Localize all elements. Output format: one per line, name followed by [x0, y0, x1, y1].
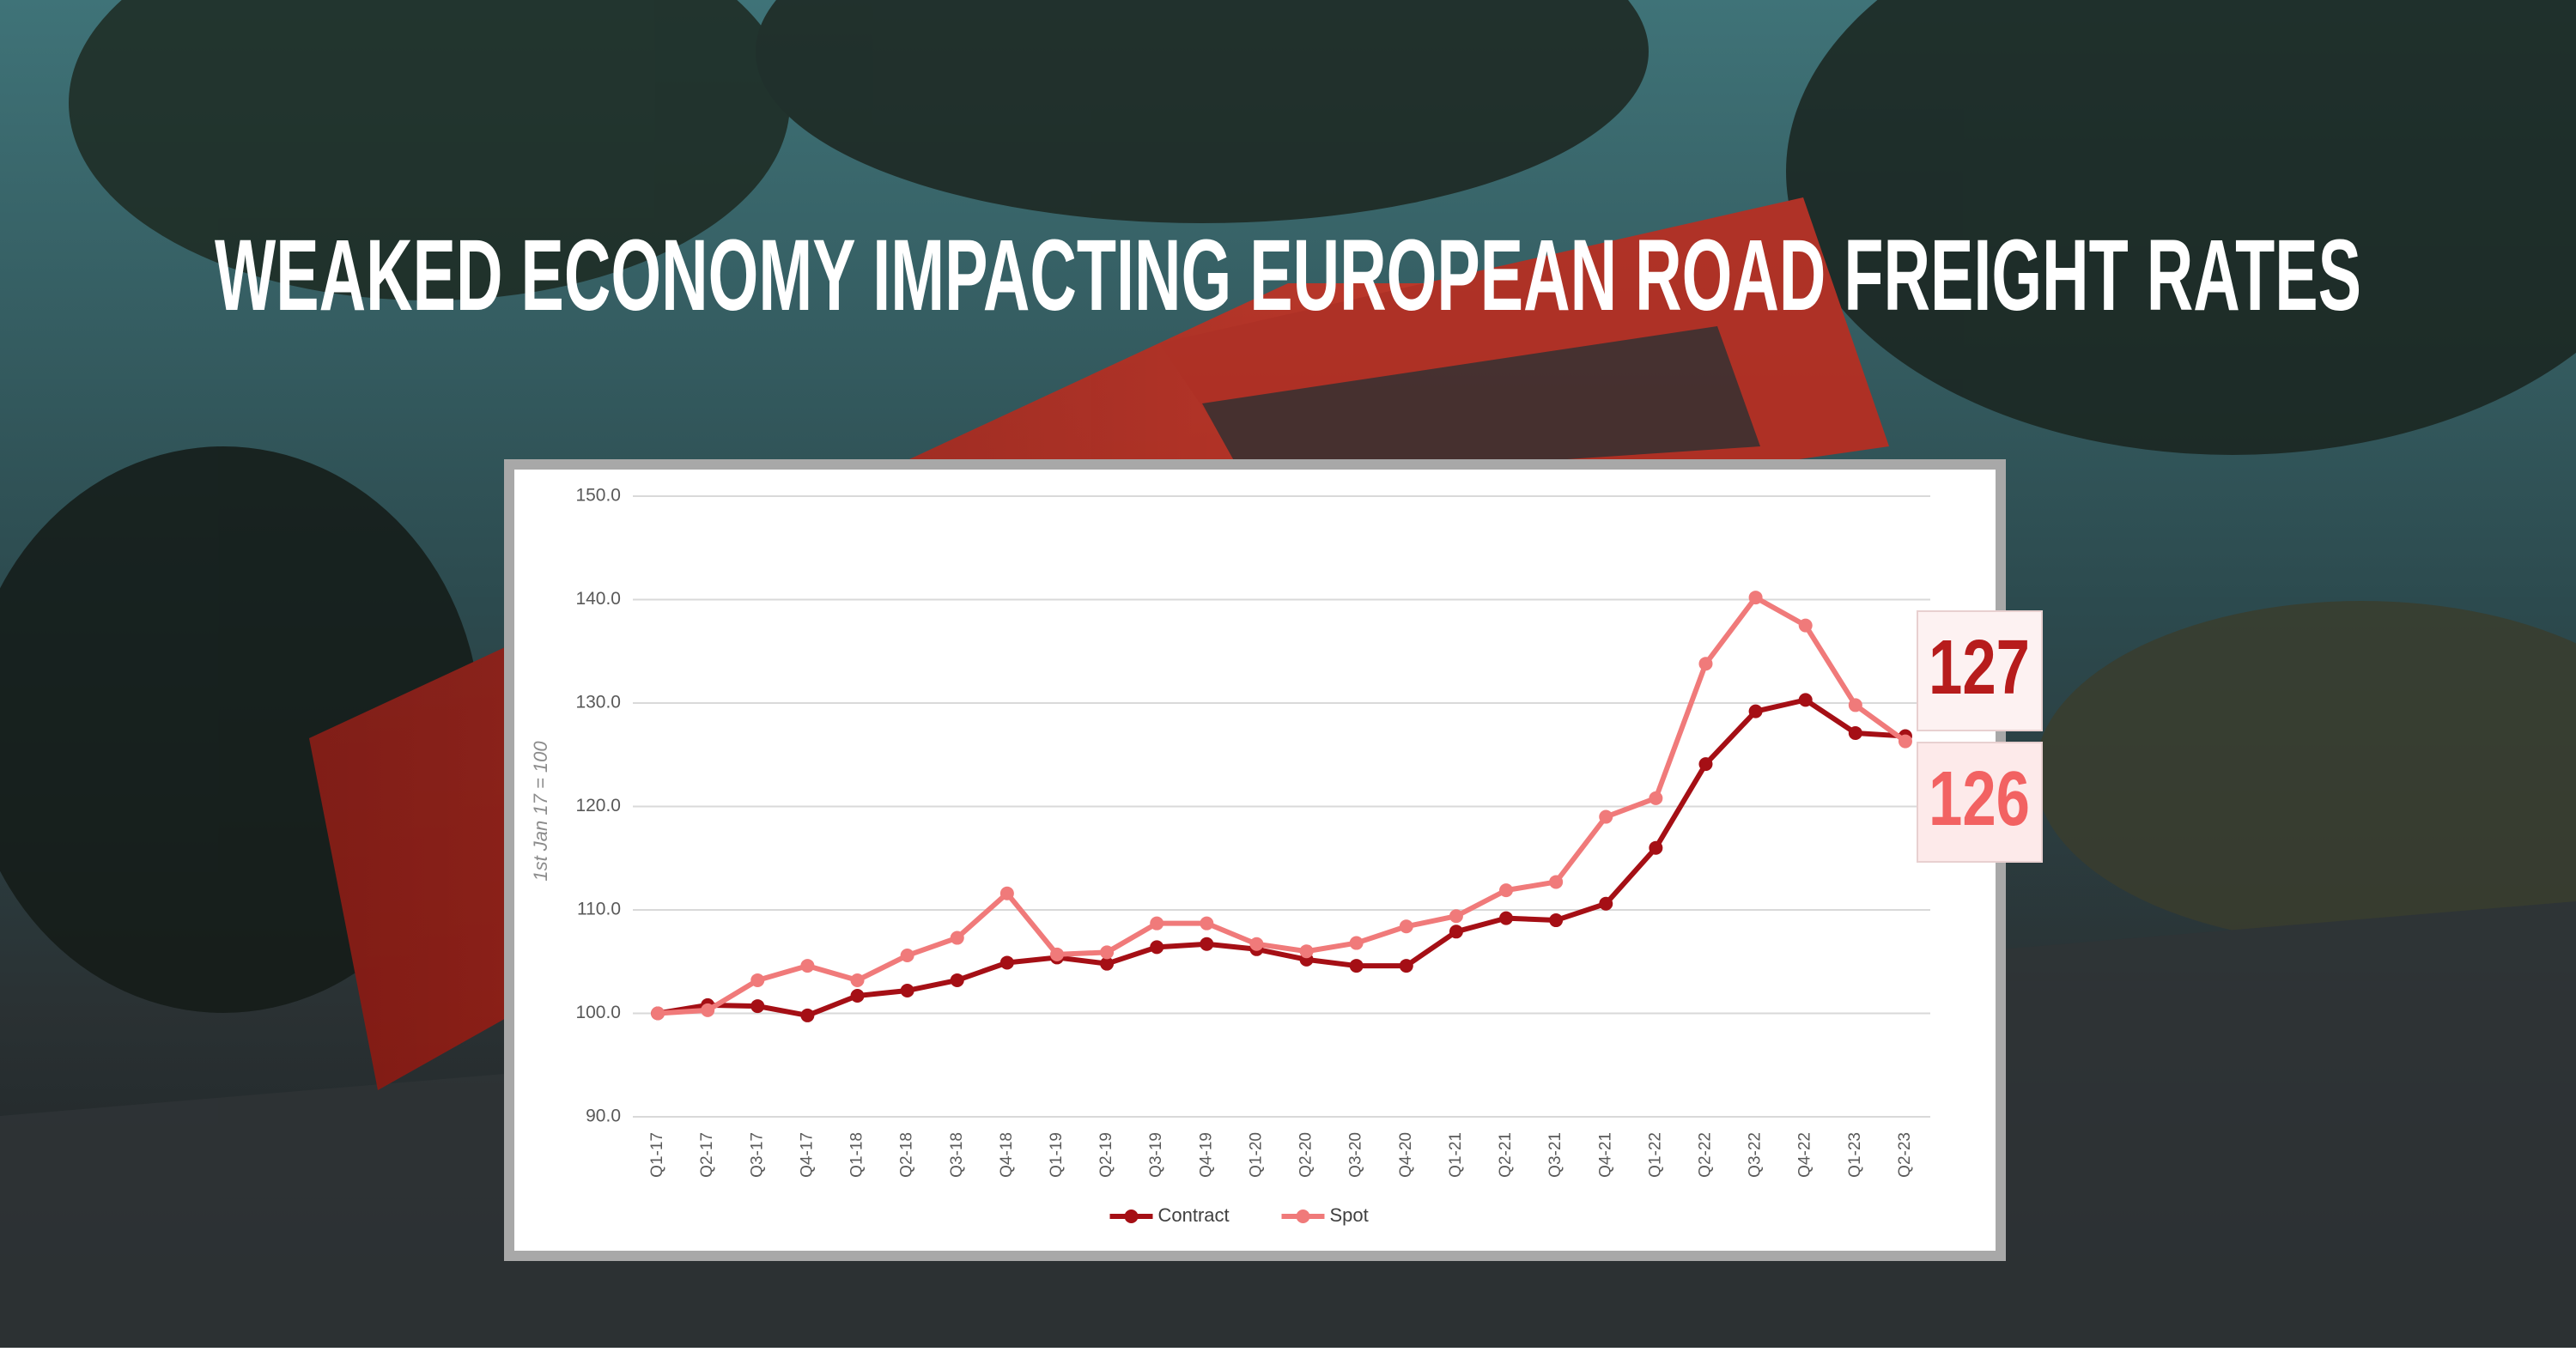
series-line — [657, 697, 1906, 1018]
point — [950, 931, 964, 945]
point — [800, 959, 815, 973]
point — [1549, 875, 1564, 889]
y-tick-label: 130.0 — [575, 693, 621, 712]
point — [1698, 657, 1713, 671]
point — [750, 973, 765, 987]
series-line — [657, 595, 1907, 1016]
point — [1100, 945, 1115, 960]
x-tick-label: Q1-23 — [1846, 1132, 1864, 1178]
x-tick-label: Q1-19 — [1048, 1132, 1066, 1178]
point — [1499, 911, 1514, 925]
x-tick-label: Q4-17 — [798, 1132, 816, 1178]
y-tick-label: 110.0 — [577, 900, 621, 919]
point — [1100, 956, 1115, 971]
point — [1399, 959, 1413, 973]
legend-marker — [1124, 1210, 1139, 1223]
point — [1848, 725, 1862, 740]
callout-box — [1917, 610, 2043, 731]
x-tick-label: Q4-22 — [1796, 1132, 1814, 1178]
x-tick-label: Q3-17 — [748, 1132, 766, 1178]
x-tick-label: Q4-18 — [998, 1132, 1016, 1178]
point — [850, 973, 865, 987]
point — [1200, 916, 1214, 931]
callout-value: 127 — [1929, 625, 2030, 711]
x-tick-label: Q1-21 — [1447, 1132, 1465, 1178]
x-tick-label: Q2-19 — [1097, 1132, 1115, 1178]
x-tick-label: Q2-18 — [898, 1132, 916, 1178]
y-tick-label: 120.0 — [575, 796, 621, 815]
point — [1349, 959, 1364, 973]
point — [1848, 698, 1862, 712]
point — [1299, 944, 1314, 959]
point — [701, 1003, 715, 1017]
x-tick-label: Q2-22 — [1696, 1132, 1714, 1178]
point — [1898, 734, 1912, 749]
callout-value: 126 — [1929, 756, 2030, 842]
x-tick-label: Q1-18 — [848, 1132, 866, 1178]
point — [1599, 809, 1613, 824]
point — [1499, 883, 1514, 898]
legend-label: Spot — [1330, 1204, 1369, 1226]
point — [1748, 591, 1763, 605]
x-tick-label: Q4-19 — [1197, 1132, 1215, 1178]
point — [1599, 896, 1613, 911]
point — [900, 983, 914, 997]
point — [1649, 840, 1663, 855]
x-tick-label: Q3-18 — [948, 1132, 966, 1178]
y-tick-label: 140.0 — [575, 589, 621, 609]
point — [1748, 704, 1763, 718]
point — [750, 999, 765, 1014]
point — [1200, 937, 1214, 951]
point — [651, 1006, 665, 1021]
x-tick-label: Q3-19 — [1147, 1132, 1165, 1178]
legend-marker — [1296, 1210, 1310, 1223]
x-tick-label: Q3-20 — [1347, 1132, 1365, 1178]
point — [1549, 913, 1564, 928]
x-tick-label: Q2-20 — [1297, 1132, 1315, 1178]
legend-label: Contract — [1158, 1204, 1230, 1226]
point — [999, 886, 1014, 900]
point — [1449, 925, 1463, 939]
point — [1798, 618, 1813, 633]
point — [1049, 947, 1064, 961]
point — [1349, 936, 1364, 950]
x-tick-label: Q1-22 — [1646, 1132, 1664, 1178]
point — [1649, 791, 1663, 805]
x-tick-label: Q1-17 — [648, 1132, 666, 1178]
point — [1249, 937, 1264, 951]
point — [1150, 916, 1164, 931]
point — [850, 989, 865, 1003]
y-tick-label: 100.0 — [575, 1003, 621, 1022]
point — [1150, 940, 1164, 955]
x-tick-label: Q2-23 — [1896, 1132, 1914, 1178]
point — [900, 949, 914, 963]
point — [800, 1008, 815, 1022]
x-tick-label: Q1-20 — [1247, 1132, 1265, 1178]
point — [1399, 919, 1413, 934]
point — [1798, 693, 1813, 707]
point — [1698, 757, 1713, 772]
point — [999, 955, 1014, 970]
x-tick-label: Q3-22 — [1747, 1132, 1765, 1178]
title: WEAKED ECONOMY IMPACTING EUROPEAN ROAD F… — [215, 219, 2361, 332]
y-axis-label: 1st Jan 17 = 100 — [530, 741, 551, 882]
callout-box — [1917, 742, 2043, 863]
y-tick-label: 150.0 — [575, 486, 621, 506]
point — [950, 973, 964, 987]
x-tick-label: Q3-21 — [1546, 1132, 1564, 1178]
point — [1449, 909, 1463, 924]
x-tick-label: Q4-21 — [1596, 1132, 1614, 1178]
x-tick-label: Q2-21 — [1497, 1132, 1515, 1178]
y-tick-label: 90.0 — [586, 1106, 621, 1126]
x-tick-label: Q4-20 — [1397, 1132, 1415, 1178]
x-tick-label: Q2-17 — [698, 1132, 716, 1178]
